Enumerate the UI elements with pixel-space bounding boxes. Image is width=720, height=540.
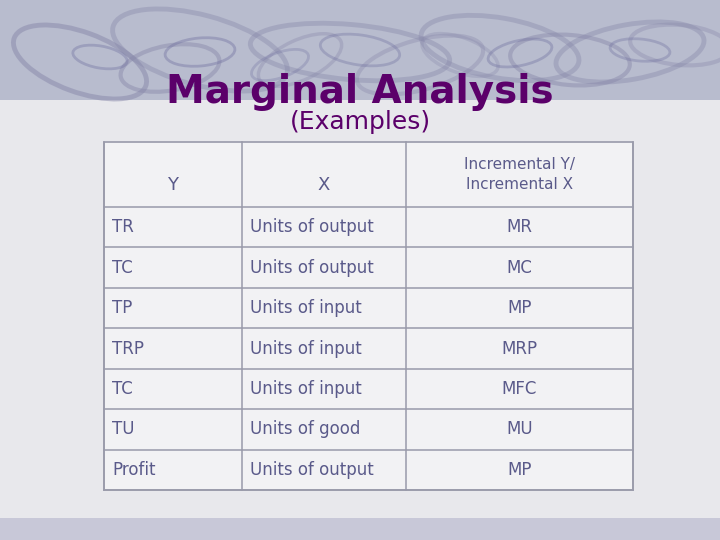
Text: Units of input: Units of input bbox=[250, 299, 361, 317]
Text: MC: MC bbox=[506, 259, 532, 276]
Text: Profit: Profit bbox=[112, 461, 156, 479]
Text: MFC: MFC bbox=[502, 380, 537, 398]
Text: Incremental X: Incremental X bbox=[466, 177, 573, 192]
Text: Units of input: Units of input bbox=[250, 380, 361, 398]
Text: MP: MP bbox=[507, 299, 531, 317]
Text: TC: TC bbox=[112, 259, 132, 276]
Text: TP: TP bbox=[112, 299, 132, 317]
Text: Marginal Analysis: Marginal Analysis bbox=[166, 73, 554, 111]
Text: Units of good: Units of good bbox=[250, 420, 360, 438]
Text: TC: TC bbox=[112, 380, 132, 398]
Text: MU: MU bbox=[506, 420, 533, 438]
Text: MR: MR bbox=[506, 218, 532, 236]
Text: Y: Y bbox=[167, 176, 179, 193]
FancyBboxPatch shape bbox=[0, 518, 720, 540]
FancyBboxPatch shape bbox=[104, 142, 633, 490]
FancyBboxPatch shape bbox=[0, 0, 720, 100]
Text: MP: MP bbox=[507, 461, 531, 479]
Text: TR: TR bbox=[112, 218, 134, 236]
Text: MRP: MRP bbox=[501, 340, 537, 357]
Text: Units of input: Units of input bbox=[250, 340, 361, 357]
Text: TU: TU bbox=[112, 420, 135, 438]
Text: Units of output: Units of output bbox=[250, 218, 373, 236]
Text: TRP: TRP bbox=[112, 340, 144, 357]
Text: Units of output: Units of output bbox=[250, 461, 373, 479]
Text: X: X bbox=[318, 176, 330, 193]
Text: Incremental Y/: Incremental Y/ bbox=[464, 157, 575, 172]
Text: (Examples): (Examples) bbox=[289, 110, 431, 134]
Text: Units of output: Units of output bbox=[250, 259, 373, 276]
